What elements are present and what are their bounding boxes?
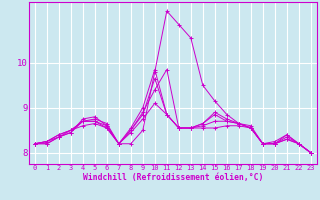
X-axis label: Windchill (Refroidissement éolien,°C): Windchill (Refroidissement éolien,°C) [83,173,263,182]
